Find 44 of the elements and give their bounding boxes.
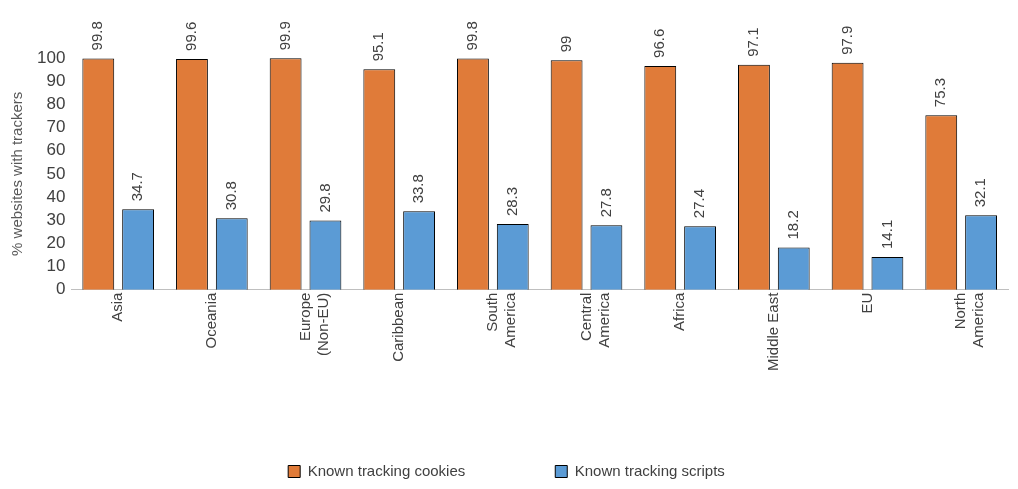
data-label: 99.9 [275,21,293,51]
y-tick-label: 30 [46,209,66,229]
y-tick-label: 50 [46,163,66,183]
x-tick-label: Africa [670,291,688,331]
x-tick-label: Middle East [763,291,781,372]
data-label: 27.4 [690,188,708,219]
data-label: 30.8 [221,181,239,211]
x-tick-label: Asia [108,291,126,322]
y-tick-label: 100 [36,47,66,67]
y-tick-label: 40 [46,186,66,206]
y-tick-label: 0 [55,279,66,299]
data-label: 34.7 [128,172,146,202]
y-tick-label: 20 [46,232,66,252]
data-label: 75.3 [931,78,949,108]
x-tick-label: Europe (Non-EU) [295,292,331,356]
x-tick-label: Oceania [202,291,219,349]
x-tick-label: South America [482,291,518,348]
data-label: 33.8 [409,174,427,204]
data-label: 97.1 [744,27,762,57]
x-tick-label: Caribbean [389,292,407,362]
data-label: 29.8 [315,183,333,213]
data-label: 18.2 [783,210,801,240]
y-tick-label: 60 [46,140,66,160]
y-axis-title: % websites with trackers [8,91,26,256]
data-label: 28.3 [502,186,520,217]
data-label: 32.1 [971,178,989,208]
data-label: 99.8 [463,21,481,51]
legend-label: Known tracking cookies [307,461,466,479]
legend-label: Known tracking scripts [574,461,725,479]
x-tick-label: North America [951,291,987,348]
data-label: 96.6 [650,28,668,58]
y-tick-label: 70 [46,117,66,137]
y-tick-label: 90 [46,70,66,90]
data-label: 97.9 [837,25,855,55]
y-tick-label: 10 [46,256,66,276]
x-tick-label: EU [857,292,875,314]
data-label: 95.1 [369,32,387,62]
data-label: 14.1 [877,219,895,249]
data-label: 99.8 [88,21,106,51]
data-label: 99 [556,35,574,53]
y-tick-label: 80 [46,94,66,114]
x-tick-label: Central America [576,291,612,348]
data-label: 27.8 [596,188,614,218]
data-label: 99.6 [182,21,200,51]
